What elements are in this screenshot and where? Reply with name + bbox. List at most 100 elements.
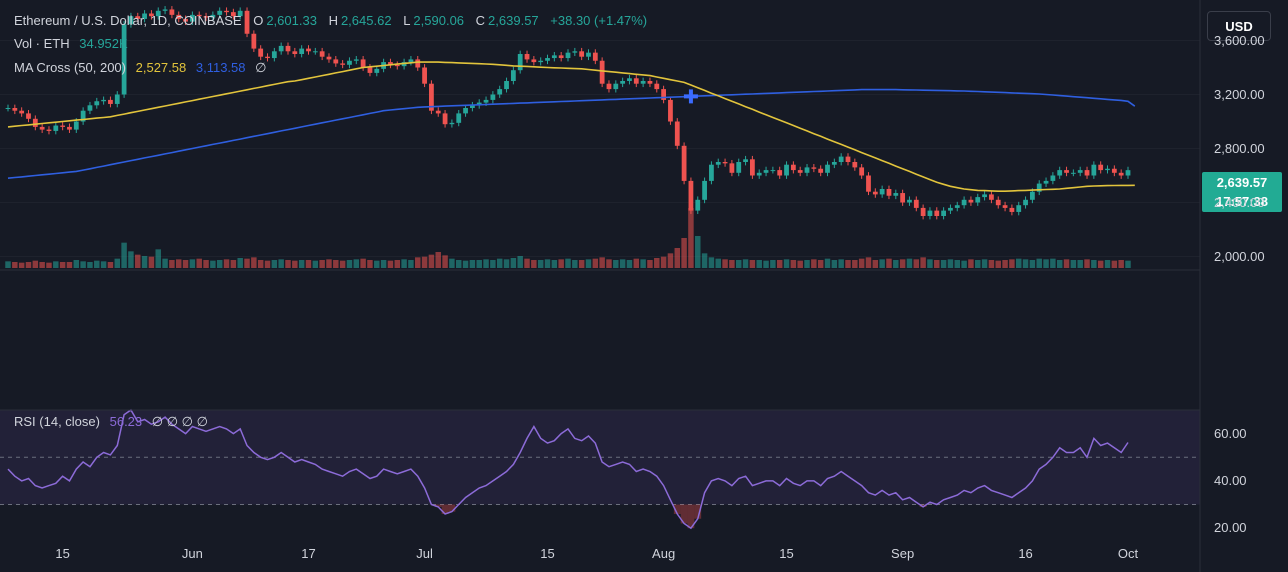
rsi-oversold-fill bbox=[687, 504, 695, 529]
candle-body bbox=[319, 51, 325, 57]
volume-legend-label: Vol · ETH bbox=[14, 36, 70, 51]
volume-bar bbox=[776, 260, 783, 268]
volume-bar bbox=[1022, 259, 1029, 268]
candle-body bbox=[681, 145, 687, 181]
candle-body bbox=[859, 167, 865, 176]
volume-bar bbox=[544, 259, 551, 268]
candle-body bbox=[1009, 207, 1015, 212]
volume-bar bbox=[988, 260, 995, 268]
volume-bar bbox=[1029, 260, 1036, 268]
volume-bar bbox=[442, 255, 448, 268]
volume-bar bbox=[1097, 260, 1104, 268]
volume-bar bbox=[148, 256, 155, 268]
volume-bar bbox=[558, 259, 564, 268]
volume-bar bbox=[196, 258, 202, 268]
candle-body bbox=[995, 199, 1001, 206]
volume-bar bbox=[770, 260, 776, 268]
candle-body bbox=[435, 110, 441, 114]
candle-body bbox=[196, 14, 202, 17]
volume-bar bbox=[305, 260, 312, 268]
volume-bar bbox=[940, 260, 947, 268]
candle-body bbox=[586, 52, 591, 57]
volume-bar bbox=[886, 258, 892, 268]
volume-legend[interactable]: Vol · ETH 34.952K bbox=[14, 36, 131, 51]
candle-body bbox=[271, 51, 277, 59]
rsi-legend-value: 56.23 bbox=[109, 414, 143, 429]
candle-body bbox=[866, 175, 871, 192]
price-tick-label: 3,600.00 bbox=[1214, 32, 1265, 48]
candle-body bbox=[162, 9, 168, 11]
currency-button[interactable]: USD bbox=[1207, 11, 1271, 41]
volume-bar bbox=[66, 262, 73, 268]
candle-body bbox=[60, 125, 66, 127]
candle-body bbox=[155, 10, 161, 17]
volume-bar bbox=[783, 259, 790, 268]
candle-body bbox=[1125, 170, 1131, 176]
volume-bar bbox=[756, 260, 762, 268]
volume-bar bbox=[367, 260, 373, 268]
volume-bar bbox=[893, 260, 899, 268]
candle-body bbox=[872, 191, 878, 195]
volume-bar bbox=[435, 252, 441, 268]
volume-bar bbox=[257, 260, 264, 268]
volume-bar bbox=[387, 260, 394, 268]
grid bbox=[0, 40, 1200, 257]
volume-bar bbox=[141, 256, 148, 268]
candle-body bbox=[333, 59, 339, 64]
volume-bar bbox=[135, 254, 141, 268]
volume-bar bbox=[1104, 260, 1111, 268]
volume-bar bbox=[80, 261, 86, 268]
candle-body bbox=[176, 14, 182, 19]
high-value: 2,645.62 bbox=[340, 13, 392, 28]
candle-body bbox=[217, 10, 223, 15]
rsi-oversold-fill bbox=[448, 504, 456, 512]
volume-bar bbox=[264, 260, 271, 268]
candle-body bbox=[531, 59, 537, 63]
candle-body bbox=[961, 199, 967, 206]
candle-body bbox=[777, 170, 783, 176]
volume-bar bbox=[995, 260, 1001, 268]
candle-body bbox=[1118, 172, 1124, 176]
candle-body bbox=[599, 60, 605, 84]
volume-bar bbox=[415, 257, 421, 268]
rsi-line bbox=[7, 408, 1129, 530]
volume-bar bbox=[858, 258, 865, 268]
candle-body bbox=[408, 59, 414, 63]
candle-body bbox=[804, 167, 810, 173]
ma200-line bbox=[7, 88, 1136, 179]
volume-bar bbox=[25, 262, 32, 268]
volume-bar bbox=[729, 260, 735, 268]
volume-bar bbox=[462, 260, 469, 268]
volume-bar bbox=[954, 260, 960, 268]
volume-bar bbox=[39, 262, 45, 268]
candle-body bbox=[770, 170, 776, 172]
close-label: C bbox=[475, 13, 486, 28]
rsi-panel bbox=[0, 408, 1200, 530]
candle-body bbox=[422, 67, 427, 84]
ma-cross-legend[interactable]: MA Cross (50, 200) 2,527.58 3,113.58 ∅ bbox=[14, 60, 269, 76]
candle-body bbox=[524, 54, 530, 60]
volume-legend-value: 34.952K bbox=[79, 36, 128, 51]
candle-body bbox=[476, 102, 482, 106]
volume-bar bbox=[237, 258, 243, 268]
volume-bar bbox=[695, 236, 701, 268]
volume-bar bbox=[920, 257, 926, 268]
rsi-oversold-fill bbox=[680, 504, 688, 524]
volume-bar bbox=[360, 258, 366, 268]
rsi-legend[interactable]: RSI (14, close) 56.23 ∅ ∅ ∅ ∅ bbox=[14, 414, 208, 430]
candle-body bbox=[633, 78, 639, 84]
candle-body bbox=[504, 81, 509, 90]
volume-bar bbox=[1111, 260, 1118, 268]
candle-body bbox=[750, 159, 755, 176]
candle-body bbox=[968, 199, 974, 203]
candle-body bbox=[429, 83, 434, 111]
volume-bar bbox=[271, 260, 278, 268]
candle-body bbox=[67, 126, 72, 130]
open-label: O bbox=[253, 13, 264, 28]
symbol-legend: Ethereum / U.S. Dollar, 1D, COINBASE O 2,… bbox=[14, 13, 650, 28]
candle-body bbox=[87, 105, 93, 111]
volume-bar bbox=[599, 257, 605, 268]
volume-bar bbox=[333, 260, 339, 268]
candle-body bbox=[278, 45, 284, 52]
